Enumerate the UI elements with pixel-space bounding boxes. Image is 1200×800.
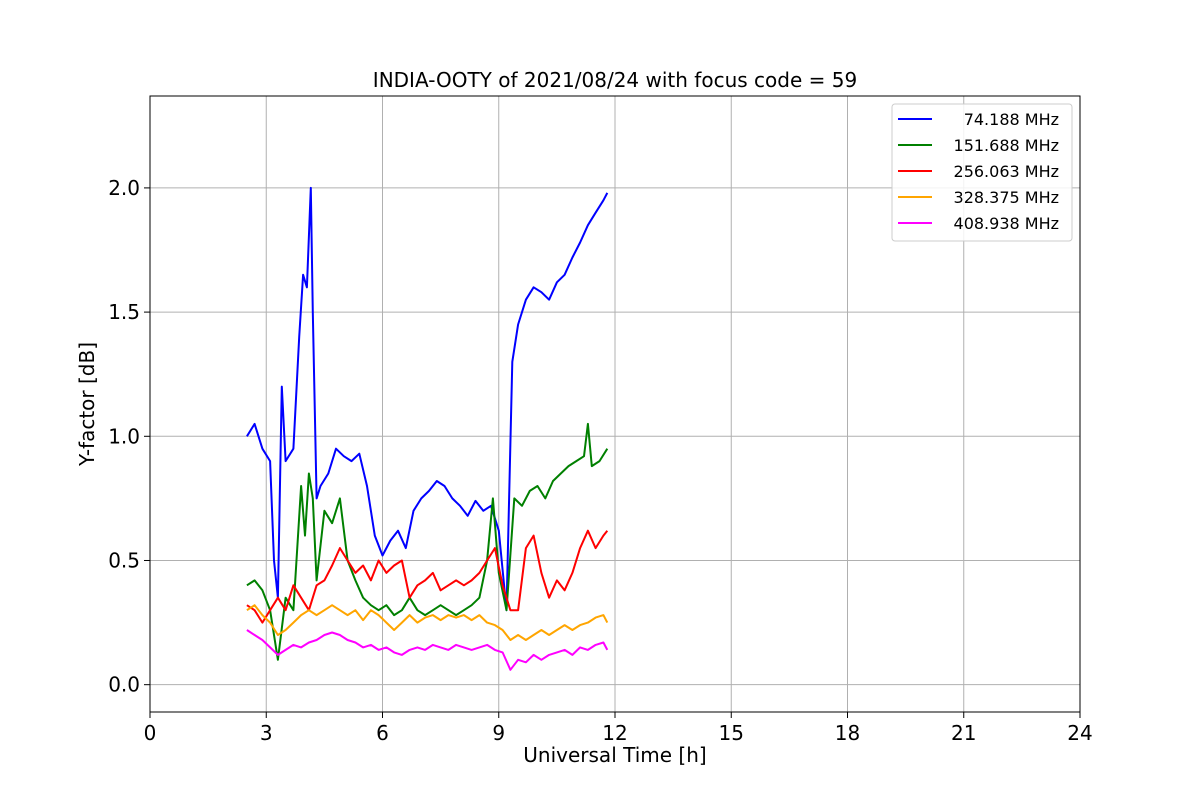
ticks: 0 3 6 9 12 15 18 21 24 0.0 0.5 1.0 1.5 2.0 [108, 176, 1093, 745]
series-line-74-188-mhz [246, 186, 609, 612]
chart-title: INDIA-OOTY of 2021/08/24 with focus code… [373, 68, 857, 92]
series-line-256-063-mhz [246, 529, 609, 624]
x-tick-label: 18 [835, 721, 860, 745]
y-tick-label: 1.5 [108, 300, 140, 324]
legend-label: 408.938 MHz [954, 214, 1059, 233]
x-tick-label: 3 [260, 721, 273, 745]
x-axis-label: Universal Time [h] [523, 743, 706, 767]
x-tick-label: 6 [376, 721, 389, 745]
x-tick-label: 0 [144, 721, 157, 745]
y-tick-label: 0.5 [108, 548, 140, 572]
x-tick-label: 9 [492, 721, 505, 745]
legend-frame [891, 103, 1073, 242]
series-line-408-938-mhz [246, 629, 609, 671]
legend-label: 151.688 MHz [954, 136, 1059, 155]
x-tick-label: 24 [1067, 721, 1092, 745]
x-tick-label: 15 [719, 721, 744, 745]
legend-label: 74.188 MHz [964, 110, 1059, 129]
y-tick-label: 1.0 [108, 424, 140, 448]
y-tick-label: 0.0 [108, 673, 140, 697]
y-axis-label: Y-factor [dB] [75, 342, 99, 467]
x-tick-label: 12 [602, 721, 627, 745]
x-tick-label: 21 [951, 721, 976, 745]
legend-label: 256.063 MHz [954, 162, 1059, 181]
series-line-328-375-mhz [246, 604, 609, 641]
y-tick-label: 2.0 [108, 176, 140, 200]
series-line-151-688-mhz [246, 422, 609, 661]
legend: 74.188 MHz 151.688 MHz 256.063 MHz 328.375 … [891, 103, 1073, 242]
legend-label: 328.375 MHz [954, 188, 1059, 207]
series-group [246, 186, 609, 671]
